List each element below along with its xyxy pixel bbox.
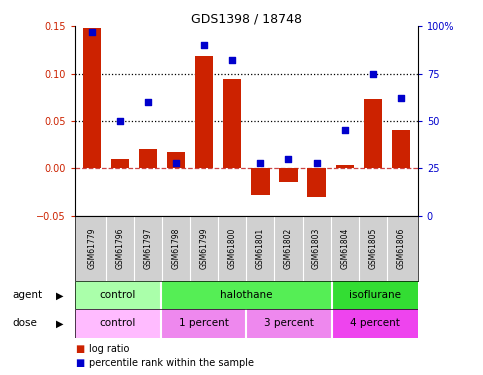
Bar — [392, 130, 410, 168]
Text: 3 percent: 3 percent — [264, 318, 314, 328]
Text: GSM61806: GSM61806 — [397, 228, 405, 269]
Text: GSM61800: GSM61800 — [228, 228, 237, 269]
Bar — [160, 309, 246, 338]
Text: 1 percent: 1 percent — [179, 318, 228, 328]
Text: GSM61779: GSM61779 — [87, 228, 96, 269]
Bar — [308, 168, 326, 196]
Text: GSM61801: GSM61801 — [256, 228, 265, 269]
Bar — [111, 159, 129, 168]
Text: halothane: halothane — [220, 290, 272, 300]
Bar — [364, 99, 382, 168]
Bar — [223, 79, 242, 168]
Text: percentile rank within the sample: percentile rank within the sample — [89, 358, 255, 368]
Bar — [75, 309, 160, 338]
Text: control: control — [99, 290, 136, 300]
Text: GSM61798: GSM61798 — [171, 228, 181, 269]
Point — [369, 70, 377, 76]
Bar — [167, 152, 185, 168]
Bar — [251, 168, 270, 195]
Title: GDS1398 / 18748: GDS1398 / 18748 — [191, 12, 302, 25]
Text: GSM61804: GSM61804 — [340, 228, 349, 269]
Point — [172, 160, 180, 166]
Text: dose: dose — [12, 318, 37, 328]
Bar — [160, 281, 332, 309]
Text: ▶: ▶ — [56, 290, 63, 300]
Point — [313, 160, 320, 166]
Text: log ratio: log ratio — [89, 344, 130, 354]
Text: agent: agent — [12, 290, 42, 300]
Bar — [336, 165, 354, 168]
Point — [228, 57, 236, 63]
Bar — [83, 28, 101, 168]
Point — [284, 156, 292, 162]
Text: GSM61796: GSM61796 — [115, 228, 124, 269]
Text: isoflurane: isoflurane — [349, 290, 401, 300]
Point — [200, 42, 208, 48]
Bar — [139, 149, 157, 168]
Point — [144, 99, 152, 105]
Point — [256, 160, 264, 166]
Bar — [332, 309, 418, 338]
Text: ■: ■ — [75, 344, 84, 354]
Bar — [332, 281, 418, 309]
Text: GSM61805: GSM61805 — [369, 228, 377, 269]
Text: GSM61797: GSM61797 — [143, 228, 153, 269]
Text: 4 percent: 4 percent — [350, 318, 400, 328]
Text: GSM61803: GSM61803 — [312, 228, 321, 269]
Point — [88, 29, 96, 35]
Text: ■: ■ — [75, 358, 84, 368]
Point — [116, 118, 124, 124]
Point — [397, 95, 405, 101]
Text: GSM61799: GSM61799 — [199, 228, 209, 269]
Text: control: control — [99, 318, 136, 328]
Bar — [279, 168, 298, 182]
Text: ▶: ▶ — [56, 318, 63, 328]
Point — [341, 128, 349, 134]
Text: GSM61802: GSM61802 — [284, 228, 293, 269]
Bar — [75, 281, 160, 309]
Bar — [195, 56, 213, 168]
Bar — [246, 309, 332, 338]
